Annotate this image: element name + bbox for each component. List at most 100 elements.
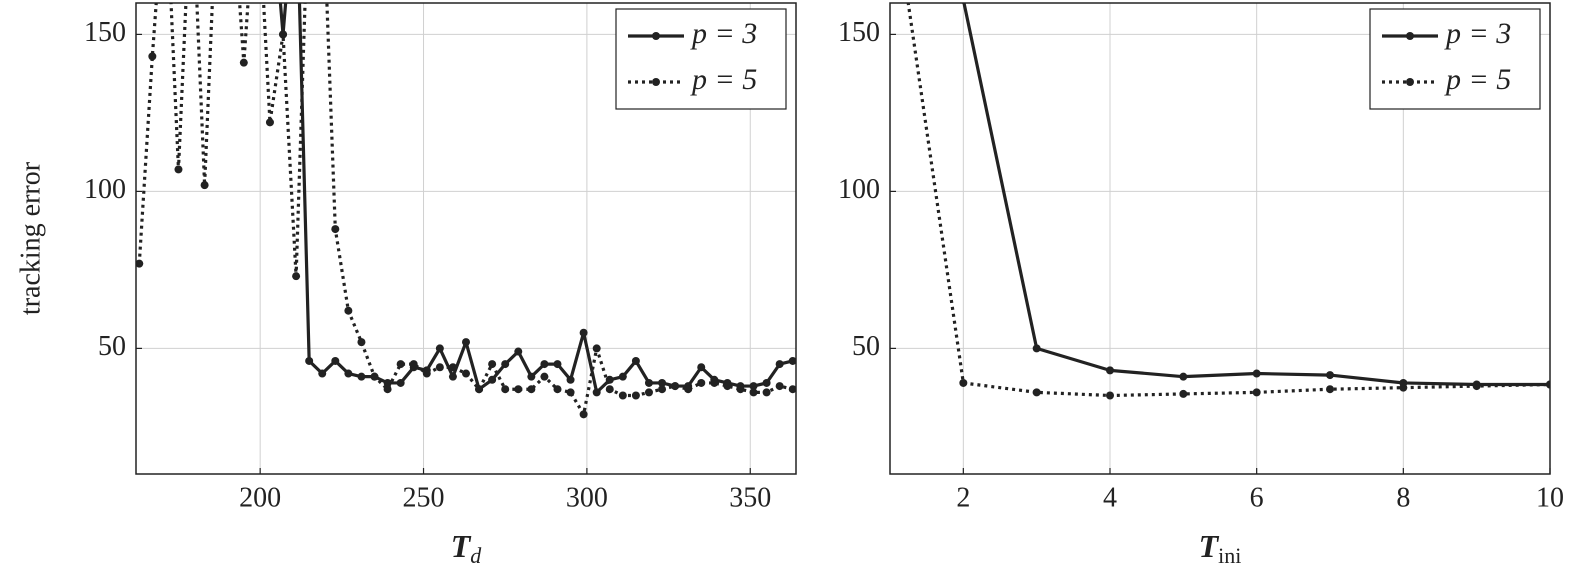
point: [631, 391, 640, 400]
point: [396, 360, 405, 369]
point: [592, 388, 601, 397]
point: [488, 360, 497, 369]
point: [1032, 388, 1041, 397]
plot-area: [906, 3, 1550, 400]
point: [788, 356, 796, 365]
point: [136, 259, 144, 268]
panel: 50 100 150 2 4 6 8 10 p = 3 p = 5 Tini: [838, 2, 1564, 568]
point: [1106, 391, 1114, 400]
point: [540, 372, 549, 381]
legend: p = 3 p = 5: [615, 8, 787, 110]
point: [527, 385, 536, 394]
plot-frame: [889, 2, 1551, 475]
x-tick-label: 350: [729, 482, 771, 513]
point: [357, 372, 366, 381]
legend-label: p = 5: [690, 63, 757, 96]
legend-box: [615, 8, 787, 110]
point: [370, 372, 379, 381]
point: [383, 385, 392, 394]
point: [723, 382, 732, 391]
point: [566, 388, 575, 397]
point: [1032, 344, 1041, 353]
point: [618, 372, 627, 381]
point: [292, 272, 301, 281]
plot-area: [136, 3, 796, 419]
x-tick-label: 250: [403, 482, 445, 513]
point: [749, 388, 758, 397]
x-tick-label: 6: [1250, 482, 1264, 513]
point: [566, 375, 575, 384]
x-axis-label-sub: ini: [1218, 543, 1241, 568]
point: [1252, 369, 1261, 378]
x-tick-label: 300: [566, 482, 608, 513]
point: [1252, 388, 1261, 397]
point: [422, 369, 431, 378]
point: [501, 360, 510, 369]
y-tick-label: 100: [838, 174, 880, 205]
point: [409, 360, 418, 369]
x-axis-label: Tini: [1199, 528, 1242, 568]
point: [200, 181, 209, 190]
legend-label: p = 5: [1444, 63, 1511, 96]
x-tick-label: 200: [239, 482, 281, 513]
point: [658, 378, 667, 387]
point: [540, 360, 549, 369]
legend-marker: [1406, 32, 1414, 40]
panel: 50 100 150 200 250 300 350 p = 3 p = 5 Td tracking…: [15, 2, 797, 568]
point: [318, 369, 327, 378]
point: [174, 165, 183, 174]
legend-marker: [652, 32, 660, 40]
legend-label: p = 3: [1444, 17, 1511, 50]
point: [514, 347, 523, 356]
y-tick-label: 50: [98, 331, 126, 362]
point: [239, 58, 248, 67]
point: [553, 360, 562, 369]
point: [684, 385, 693, 394]
point: [618, 391, 627, 400]
point: [644, 388, 653, 397]
legend-label: p = 3: [690, 17, 757, 50]
point: [671, 382, 680, 391]
point: [579, 328, 588, 337]
series-line: [906, 3, 1550, 398]
point: [344, 306, 353, 315]
point: [448, 363, 457, 372]
point: [775, 360, 784, 369]
point: [553, 385, 562, 394]
y-tick-label: 50: [852, 331, 880, 362]
point: [344, 369, 353, 378]
point: [527, 372, 536, 381]
point: [148, 52, 157, 61]
legend-box: [1369, 8, 1541, 110]
point: [1179, 372, 1188, 381]
x-tick-label: 4: [1103, 482, 1117, 513]
x-axis-label-main: T: [1199, 528, 1220, 564]
legend-marker: [652, 78, 660, 86]
point: [488, 375, 497, 384]
point: [462, 338, 470, 347]
point: [579, 410, 588, 419]
point: [1546, 380, 1550, 389]
point: [475, 385, 484, 394]
point: [396, 378, 405, 387]
point: [1106, 366, 1114, 375]
point: [331, 225, 340, 234]
point: [331, 356, 340, 365]
point: [762, 388, 771, 397]
point: [605, 385, 614, 394]
point: [749, 382, 758, 391]
legend: p = 3 p = 5: [1369, 8, 1541, 110]
point: [1179, 389, 1188, 398]
point: [435, 363, 444, 372]
point: [631, 356, 640, 365]
y-axis-label: tracking error: [15, 161, 46, 315]
point: [501, 385, 510, 394]
point: [448, 372, 457, 381]
point: [959, 378, 968, 387]
point: [697, 363, 706, 372]
point: [736, 385, 745, 394]
y-tick-label: 100: [84, 174, 126, 205]
point: [1472, 382, 1481, 391]
point: [762, 378, 771, 387]
point: [775, 382, 784, 391]
